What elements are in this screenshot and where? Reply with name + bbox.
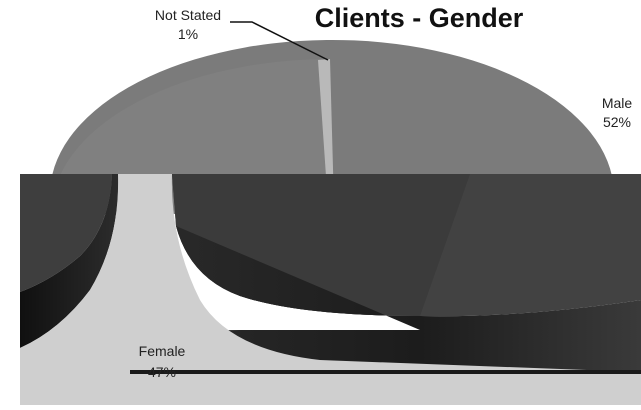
slice-female-top	[51, 59, 332, 212]
label-male: Male	[602, 95, 633, 111]
value-female: 47%	[148, 364, 176, 380]
value-not-stated: 1%	[178, 26, 198, 42]
leader-line-not-stated	[230, 21, 329, 61]
slice-female-left-side	[20, 174, 119, 348]
label-female: Female	[139, 343, 186, 359]
plot-floor	[20, 174, 641, 405]
floor-edge	[130, 370, 641, 374]
label-not-stated: Not Stated	[155, 7, 221, 23]
slice-not-stated-top	[318, 59, 334, 205]
slice-male-side	[150, 226, 641, 372]
chart-title: Clients - Gender	[315, 3, 524, 33]
value-male: 52%	[603, 114, 631, 130]
slice-female-left	[20, 174, 112, 292]
